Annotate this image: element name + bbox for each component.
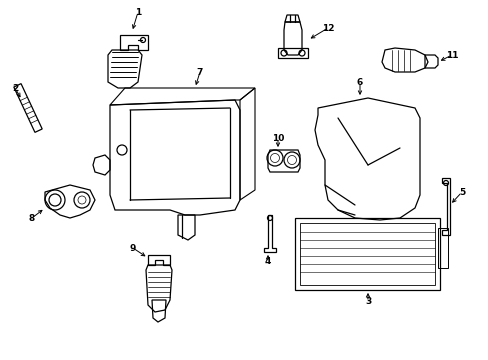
Bar <box>299 223 434 285</box>
Text: 7: 7 <box>196 68 203 77</box>
Text: 5: 5 <box>458 188 464 197</box>
Bar <box>294 218 439 290</box>
Text: 1: 1 <box>135 8 141 17</box>
Text: 10: 10 <box>271 134 284 143</box>
Text: 6: 6 <box>356 77 363 86</box>
Text: 12: 12 <box>321 23 334 32</box>
Text: 2: 2 <box>12 84 18 93</box>
Text: 8: 8 <box>29 213 35 222</box>
Bar <box>437 228 447 268</box>
Text: 11: 11 <box>445 50 457 59</box>
Text: 4: 4 <box>264 257 271 266</box>
Text: 9: 9 <box>129 243 136 252</box>
Text: 3: 3 <box>364 297 370 306</box>
